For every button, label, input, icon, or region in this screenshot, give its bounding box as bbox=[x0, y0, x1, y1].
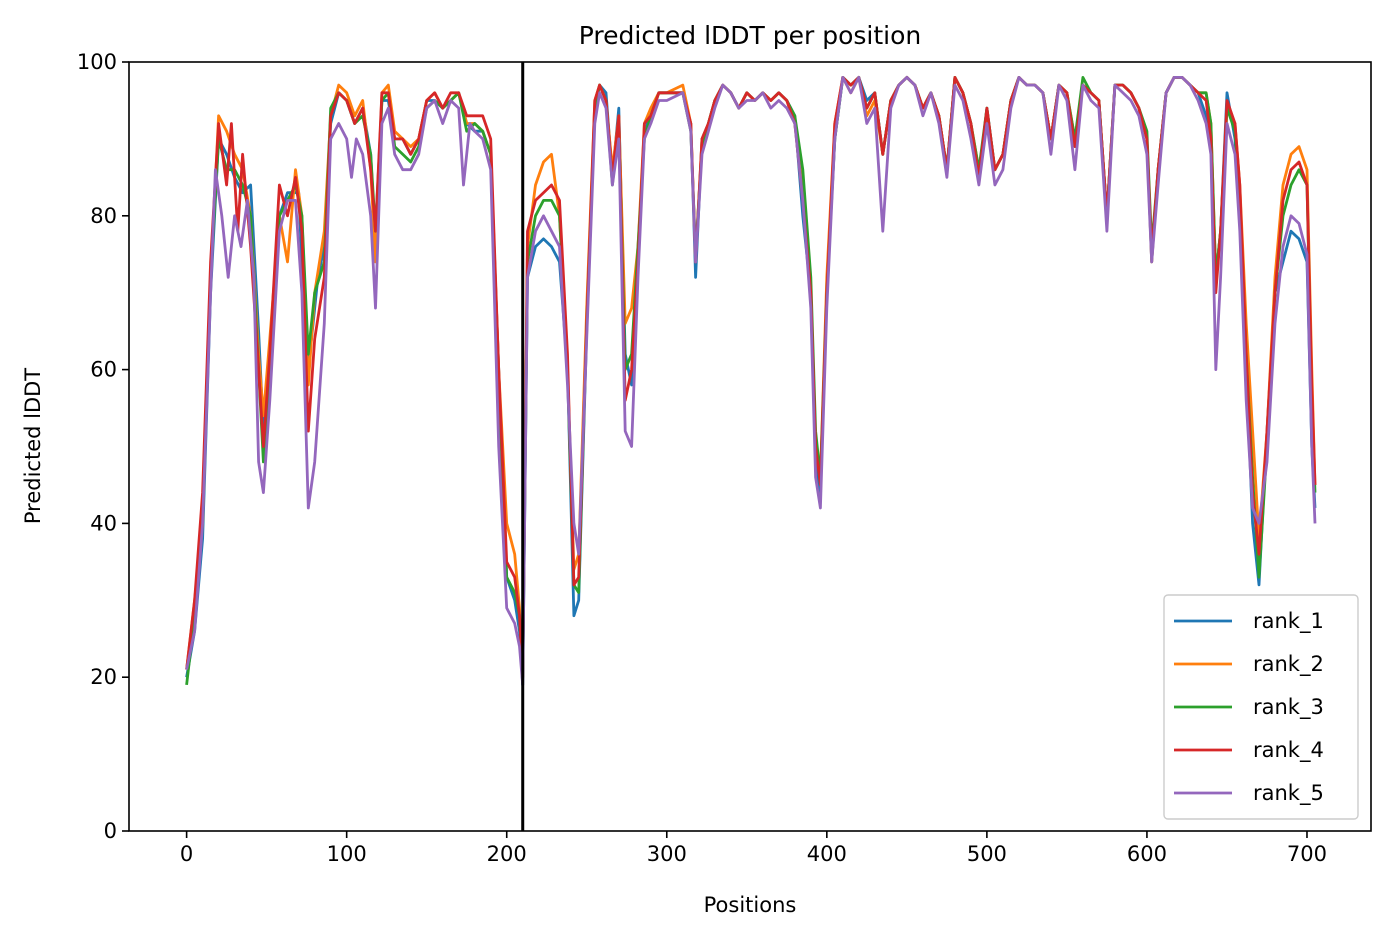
x-tick-label: 700 bbox=[1287, 842, 1327, 866]
x-axis-ticks: 0 100 200 300 400 500 600 700 bbox=[180, 831, 1327, 866]
legend-label-rank_4: rank_4 bbox=[1253, 738, 1324, 763]
y-tick-label: 60 bbox=[90, 358, 117, 382]
legend-box bbox=[1163, 594, 1359, 820]
legend-label-rank_3: rank_3 bbox=[1253, 695, 1324, 720]
x-axis-label: Positions bbox=[704, 893, 797, 917]
series-line-rank_5 bbox=[185, 76, 1317, 687]
chart-title: Predicted lDDT per position bbox=[579, 21, 921, 50]
x-tick-label: 300 bbox=[647, 842, 687, 866]
x-tick-label: 400 bbox=[807, 842, 847, 866]
x-tick-label: 0 bbox=[180, 842, 193, 866]
series-group bbox=[185, 76, 1317, 687]
plot-frame bbox=[128, 61, 1372, 832]
x-tick-label: 600 bbox=[1127, 842, 1167, 866]
plot-area bbox=[128, 61, 1372, 832]
y-tick-label: 20 bbox=[90, 665, 117, 689]
y-tick-label: 40 bbox=[90, 511, 117, 535]
series-line-rank_4 bbox=[185, 76, 1317, 679]
y-axis-label: Predicted lDDT bbox=[21, 368, 45, 524]
y-tick-label: 100 bbox=[77, 50, 117, 74]
legend-label-rank_1: rank_1 bbox=[1253, 609, 1324, 634]
y-tick-label: 0 bbox=[104, 819, 117, 843]
y-tick-label: 80 bbox=[90, 204, 117, 228]
legend-label-rank_5: rank_5 bbox=[1253, 781, 1324, 806]
x-tick-label: 200 bbox=[487, 842, 527, 866]
y-axis-ticks: 0 20 40 60 80 100 bbox=[77, 50, 129, 843]
x-tick-label: 500 bbox=[967, 842, 1007, 866]
x-tick-label: 100 bbox=[327, 842, 367, 866]
legend: rank_1 rank_2 rank_3 rank_4 rank_5 bbox=[1163, 594, 1359, 820]
legend-label-rank_2: rank_2 bbox=[1253, 652, 1324, 677]
